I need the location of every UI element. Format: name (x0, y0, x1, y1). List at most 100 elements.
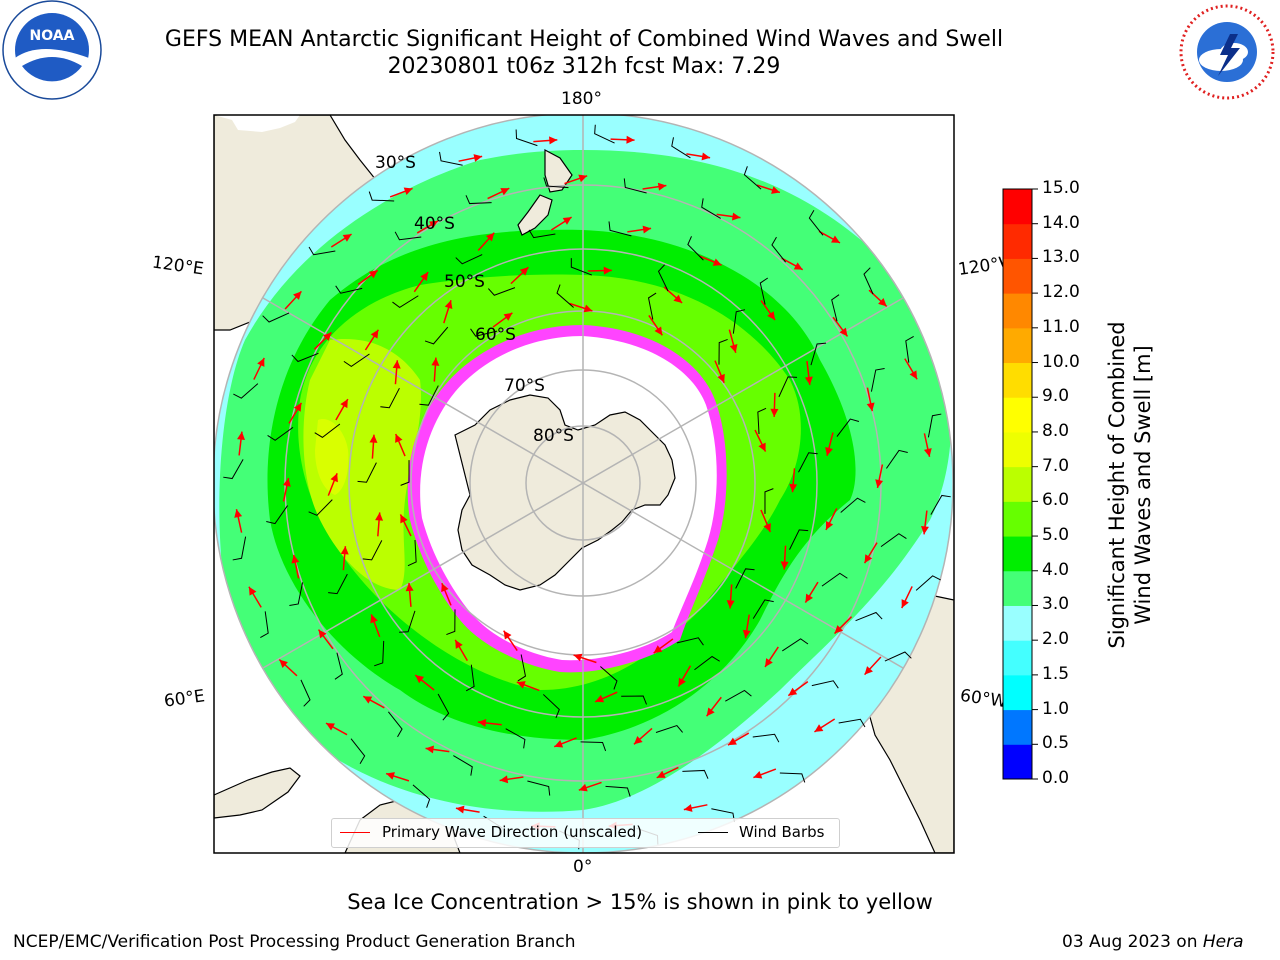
wave-arrow-head (653, 645, 663, 654)
wave-arrow-head (386, 772, 395, 780)
wave-arrow-head (923, 448, 932, 457)
colorbar-title-line1: Significant Height of Combined (1105, 321, 1129, 649)
wave-band-6m (303, 339, 422, 590)
lat-label-80s: 80°S (533, 426, 574, 446)
wind-barb (528, 229, 556, 239)
wave-arrow-head (583, 304, 593, 313)
wind-barb (487, 287, 516, 296)
wind-barb (412, 784, 431, 808)
wind-barb (771, 236, 787, 263)
wave-arrow-head (909, 370, 918, 380)
wave-arrow-head (554, 740, 564, 748)
sea-ice-note: Sea Ice Concentration > 15% is shown in … (347, 890, 933, 914)
wind-barb (838, 718, 866, 728)
wave-arrow-head (519, 267, 529, 276)
wave-arrow-head (441, 583, 449, 593)
wave-arrow-head (237, 431, 245, 441)
wind-barb (764, 488, 774, 514)
wave-arrow-head (503, 312, 513, 321)
wind-barb (927, 413, 942, 438)
wind-barb (836, 418, 860, 437)
wind-barb (608, 221, 632, 237)
wave-arrow-head (340, 546, 349, 555)
wave-arrow-head (633, 736, 643, 745)
wind-barb (831, 294, 840, 322)
wave-arrow-head (455, 639, 463, 649)
wind-barb (732, 309, 746, 334)
footer-date-text: 03 Aug 2023 on (1062, 932, 1198, 952)
wind-barb (798, 452, 818, 473)
map-legend: Primary Wave Direction (unscaled) Wind B… (331, 818, 840, 848)
colorbar-swatch (1003, 501, 1032, 537)
wave-arrow-head (825, 520, 834, 530)
wind-barb (718, 338, 728, 365)
wind-barb (580, 741, 607, 752)
wave-arrow-head (753, 770, 763, 779)
wind-barb (915, 575, 941, 591)
lat-label-60s: 60°S (475, 325, 516, 345)
wind-barb (437, 693, 450, 721)
wind-barb (380, 387, 400, 409)
wind-barb (357, 462, 377, 483)
wave-arrow-head (763, 523, 771, 533)
wave-arrow-head (429, 220, 438, 229)
wave-arrow-head (767, 311, 776, 321)
wave-arrow-head (477, 718, 487, 727)
wave-arrow-head (683, 804, 693, 812)
wave-arrow-head (282, 478, 291, 487)
wind-barb (870, 367, 885, 392)
wind-barb (840, 497, 866, 513)
wind-barb (855, 611, 883, 622)
wave-arrow-head (330, 473, 338, 483)
wave-arrow-head (729, 343, 738, 353)
wave-arrow-head (369, 434, 378, 443)
wave-arrow-head (485, 232, 495, 242)
map-frame (213, 114, 955, 854)
wave-arrow-head (322, 332, 332, 341)
colorbar-tick-label: 5.0 (1042, 525, 1070, 546)
wave-arrow-head (726, 600, 735, 609)
wave-arrow-head (804, 376, 813, 385)
wind-barb (394, 231, 422, 241)
colorbar-tick-label: 8.0 (1042, 420, 1070, 441)
wind-barb (782, 638, 809, 652)
wave-arrow-head (279, 659, 288, 668)
wind-barb (810, 342, 827, 366)
wave-arrow-head (901, 599, 909, 609)
lat-label-50s: 50°S (444, 272, 485, 292)
wind-barb (863, 267, 874, 295)
wind-barb (267, 426, 294, 441)
wind-barb (465, 195, 492, 205)
wind-barb (880, 533, 907, 548)
wave-arrow-head (788, 687, 798, 696)
wind-barb (594, 124, 615, 144)
wave-arrow-head (673, 294, 683, 303)
lat-label-70s: 70°S (504, 376, 545, 396)
wave-arrow-head (420, 272, 429, 281)
wind-barb (671, 137, 691, 159)
wind-barb (362, 540, 383, 561)
colorbar-swatch (1003, 570, 1032, 606)
wind-barb (778, 376, 798, 398)
arrows-and-barbs (223, 124, 951, 850)
wave-arrow-head (403, 187, 413, 196)
wind-barb (542, 694, 560, 719)
wind-barb (735, 568, 755, 589)
wave-arrow-head (864, 666, 873, 675)
wind-barb (808, 210, 824, 236)
wind-barb (291, 352, 319, 363)
colorbar-tick-label: 1.0 (1042, 698, 1070, 719)
wind-barb (308, 246, 336, 256)
wave-arrow-head (392, 360, 401, 369)
wind-barb (811, 680, 839, 689)
wind-barb (779, 772, 806, 783)
wind-barb (289, 582, 304, 607)
wind-barb (725, 689, 752, 702)
wave-arrow-head (758, 442, 766, 452)
wave-arrow-head (363, 696, 373, 704)
wave-arrow-head (340, 399, 348, 409)
legend-wave-label: Primary Wave Direction (unscaled) (382, 823, 643, 841)
noaa-logo: NOAA (2, 0, 102, 100)
chart-subtitle: 20230801 t06z 312h fcst Max: 7.29 (387, 54, 781, 79)
wave-arrow-head (789, 483, 798, 493)
